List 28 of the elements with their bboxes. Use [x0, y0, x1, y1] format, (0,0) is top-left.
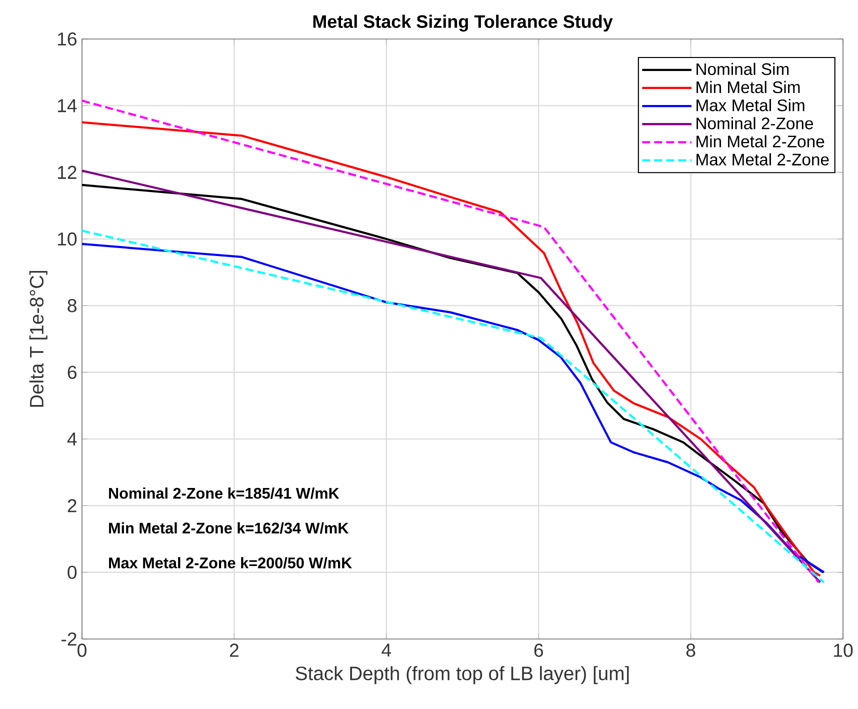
y-tick-label: 2 — [68, 499, 76, 512]
x-tick-label: 0 — [78, 644, 86, 657]
legend-label: Min Metal Sim — [696, 80, 800, 94]
annotation: Max Metal 2-Zone k=200/50 W/mK — [109, 557, 352, 568]
legend-label: Max Metal Sim — [696, 99, 804, 112]
chart-title: Metal Stack Sizing Tolerance Study — [313, 14, 613, 32]
y-tick-label: 4 — [67, 432, 77, 446]
y-tick-label: 10 — [58, 232, 77, 246]
legend-label: Min Metal 2-Zone — [696, 135, 824, 148]
y-tick-label: 14 — [58, 99, 77, 112]
x-axis-title: Stack Depth (from top of LB layer) [um] — [296, 666, 629, 684]
annotation: Nominal 2-Zone k=185/41 W/mK — [109, 487, 340, 499]
x-tick-label: 10 — [834, 644, 853, 657]
annotation: Min Metal 2-Zone k=162/34 W/mK — [109, 522, 349, 534]
legend-label: Nominal 2-Zone — [696, 117, 814, 130]
y-tick-label: 6 — [68, 366, 76, 379]
x-tick-label: 6 — [534, 644, 543, 657]
x-tick-label: 4 — [382, 644, 392, 657]
y-tick-label: 12 — [58, 166, 76, 179]
legend-label: Max Metal 2-Zone — [696, 153, 829, 166]
y-axis-title: Delta T [1e-8°C] — [29, 270, 48, 407]
legend-label: Nominal Sim — [696, 62, 789, 76]
y-tick-label: 0 — [68, 566, 77, 579]
x-tick-label: 8 — [686, 644, 696, 657]
y-tick-label: -2 — [62, 632, 76, 646]
x-tick-label: 2 — [230, 644, 238, 657]
y-tick-label: 8 — [68, 299, 76, 312]
y-tick-label: 16 — [58, 32, 76, 46]
